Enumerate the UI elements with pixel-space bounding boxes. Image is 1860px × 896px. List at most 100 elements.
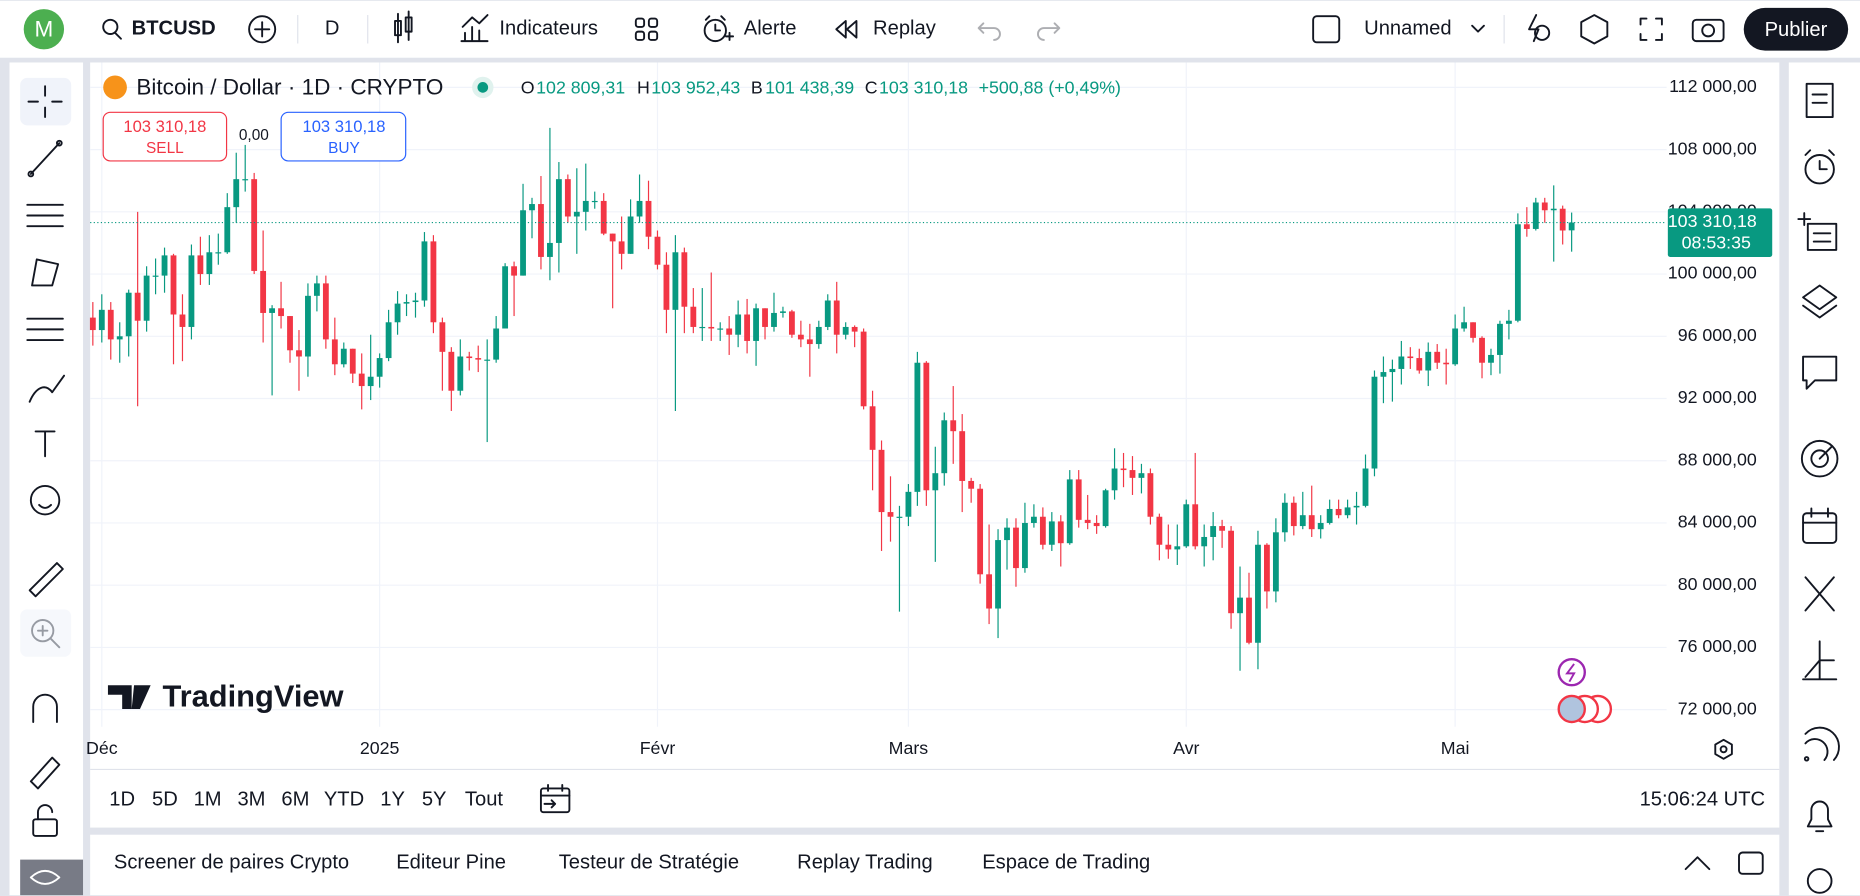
candle-body — [1272, 532, 1279, 592]
event-flag[interactable] — [1557, 694, 1586, 724]
maximize-icon[interactable] — [1738, 851, 1764, 875]
right-tools[interactable] — [1797, 82, 1840, 894]
symbol-title: Bitcoin / Dollar · 1D · CRYPTO — [136, 75, 443, 100]
buy-label: BUY — [328, 140, 360, 157]
event-icon[interactable] — [1557, 657, 1586, 687]
indicators-icon[interactable] — [460, 14, 489, 43]
sell-label: SELL — [146, 140, 184, 157]
layout-icon[interactable] — [1312, 15, 1341, 44]
candle-body — [788, 311, 795, 335]
bottom-panel — [90, 834, 1780, 896]
candle-body — [152, 275, 159, 277]
candle-body — [842, 326, 849, 335]
candle-body — [89, 317, 96, 331]
interval[interactable]: D — [325, 18, 340, 40]
candle-body — [260, 270, 267, 313]
y-tick-label: 92 000,00 — [1678, 387, 1757, 407]
bottom-tab[interactable]: Espace de Trading — [982, 852, 1150, 874]
snapshot-icon[interactable] — [1691, 18, 1725, 43]
quick-search-icon[interactable] — [1528, 14, 1551, 43]
candle-body — [421, 241, 428, 301]
axis-settings[interactable] — [1714, 738, 1733, 760]
range-button[interactable]: 6M — [281, 789, 309, 811]
candle-body — [529, 204, 535, 211]
candle-body — [1380, 372, 1387, 377]
last-price-label: 103 310,18 — [1668, 211, 1757, 231]
y-tick-label: 84 000,00 — [1678, 512, 1757, 532]
candle-body — [582, 200, 589, 212]
avatar[interactable] — [23, 9, 65, 50]
replay-icon[interactable] — [835, 20, 858, 39]
range-button[interactable]: 5Y — [422, 789, 447, 811]
candle-body — [1192, 504, 1199, 547]
candle-body — [107, 309, 114, 340]
sell-button[interactable] — [102, 111, 228, 162]
candle-body — [1452, 328, 1459, 365]
range-button[interactable]: 5D — [152, 789, 178, 811]
candle-body — [869, 406, 876, 450]
bottom-tab[interactable]: Editeur Pine — [396, 852, 506, 874]
candle-body — [466, 356, 473, 359]
candle-body — [1317, 522, 1324, 530]
templates-icon[interactable] — [634, 17, 659, 41]
bottom-tab[interactable]: Testeur de Stratégie — [559, 852, 739, 874]
range-button[interactable]: Tout — [465, 789, 503, 811]
candle-body — [1219, 526, 1226, 531]
buy-button[interactable] — [280, 111, 407, 162]
candle-body — [331, 339, 338, 365]
candle-body — [305, 295, 311, 357]
range-button[interactable]: 1Y — [380, 789, 405, 811]
candle-body — [1048, 521, 1055, 545]
candle-body — [511, 266, 517, 276]
range-button[interactable]: 3M — [237, 789, 265, 811]
compare-icon[interactable] — [248, 15, 277, 44]
candle-body — [1030, 516, 1037, 523]
candle-body — [520, 210, 526, 276]
alert-icon[interactable] — [703, 15, 735, 43]
candle-body — [771, 312, 777, 327]
candle-body — [735, 314, 742, 335]
candle-body — [475, 358, 482, 360]
range-button[interactable]: YTD — [324, 789, 364, 811]
candle-body — [1299, 515, 1306, 527]
range-button[interactable]: 1D — [109, 789, 135, 811]
symbol[interactable]: BTCUSD — [132, 18, 216, 40]
candle-body — [573, 211, 580, 217]
candle-body — [1308, 515, 1315, 530]
candle-body — [1165, 544, 1172, 550]
ohlc-key: B — [751, 77, 763, 97]
candle-body — [1523, 224, 1530, 229]
undo-redo[interactable] — [977, 22, 1061, 41]
x-tick-label: 2025 — [360, 738, 400, 758]
layout-name[interactable]: Unnamed — [1364, 18, 1451, 40]
candle-body — [287, 316, 293, 351]
candle-body — [699, 326, 706, 329]
bottom-tab[interactable]: Replay Trading — [797, 852, 933, 874]
range-button[interactable]: 1M — [194, 789, 222, 811]
range-bar: 1D 5D 1M 3M 6M YTD 1Y 5Y Tout — [109, 789, 503, 811]
x-tick-label: Févr — [640, 738, 676, 758]
settings-icon[interactable] — [1580, 14, 1609, 45]
candle-body — [753, 308, 759, 341]
indicators[interactable]: Indicateurs — [499, 18, 598, 40]
eye-icon — [29, 869, 61, 885]
candle-body — [1407, 356, 1414, 359]
collapse-icon[interactable] — [1684, 856, 1711, 871]
hide-tool[interactable] — [20, 859, 84, 896]
date-range-icon[interactable] — [539, 783, 571, 814]
candle-body — [233, 179, 240, 208]
chart-panel — [90, 62, 1780, 828]
clock[interactable]: 15:06:24 UTC — [1640, 789, 1766, 811]
replay[interactable]: Replay — [873, 18, 937, 40]
candle-body — [645, 200, 652, 237]
bottom-tab[interactable]: Screener de paires Crypto — [114, 852, 349, 874]
chart-type-icon[interactable] — [394, 10, 413, 44]
tool-active — [20, 77, 72, 126]
candle-body — [1497, 323, 1503, 355]
candle-body — [824, 300, 831, 327]
candle-body — [125, 292, 132, 337]
fullscreen-icon[interactable] — [1639, 17, 1663, 41]
layout-chevron[interactable] — [1471, 24, 1485, 33]
alert[interactable]: Alerte — [744, 18, 797, 40]
publish-button[interactable] — [1743, 7, 1849, 51]
